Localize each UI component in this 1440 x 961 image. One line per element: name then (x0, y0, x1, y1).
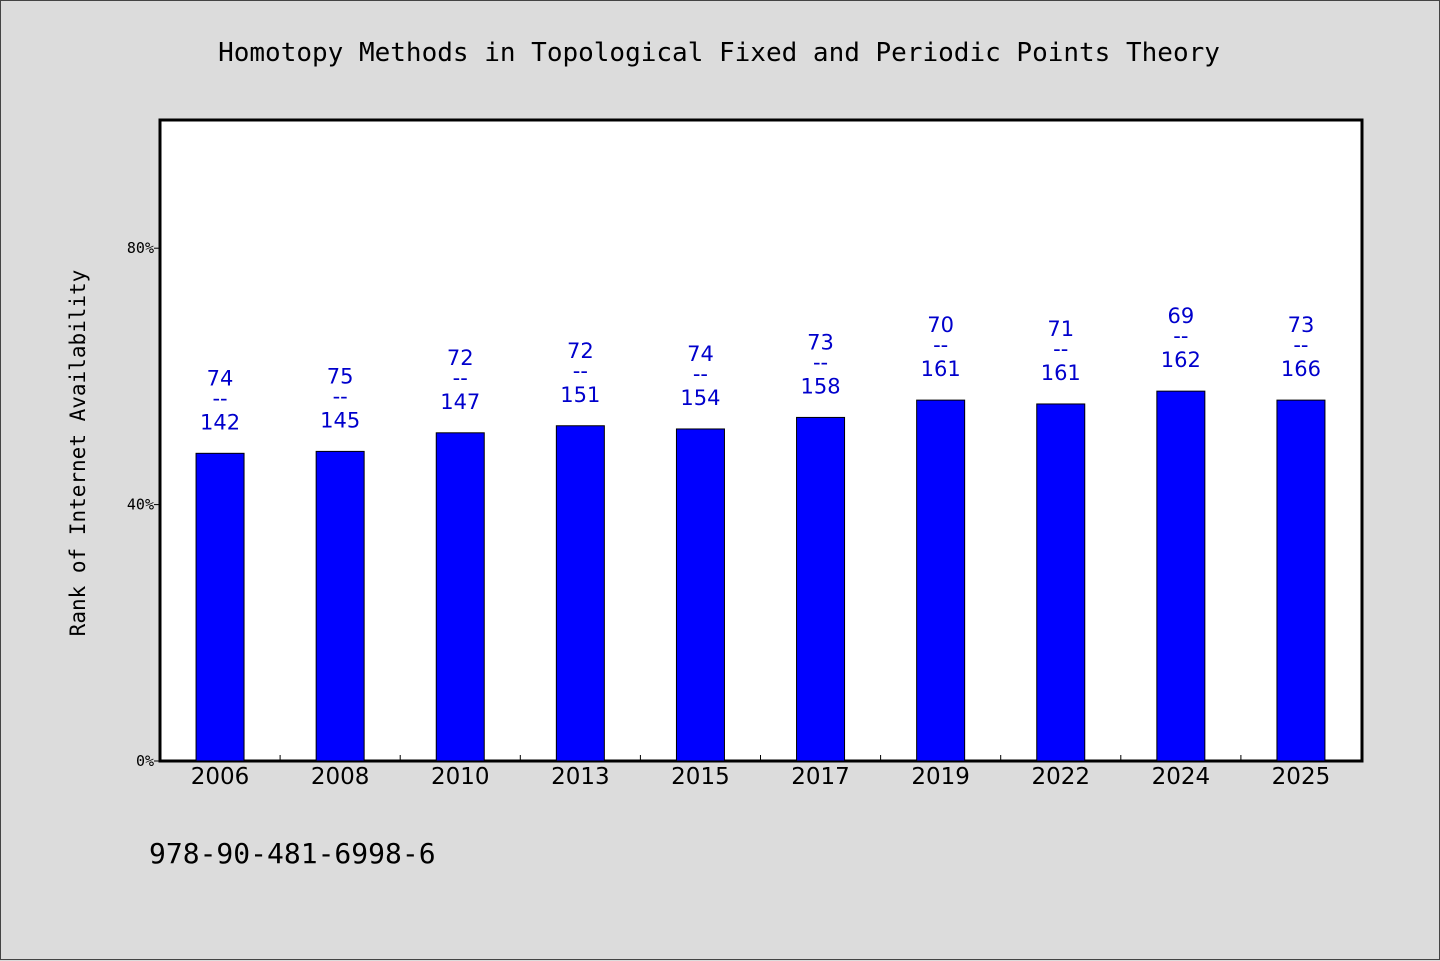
data-label-bottom: 161 (921, 357, 961, 381)
data-label-top: 74 (207, 366, 234, 390)
data-label-separator: -- (573, 359, 588, 383)
data-label-top: 72 (447, 346, 474, 370)
x-tick-label: 2017 (791, 764, 850, 790)
data-label-separator: -- (333, 384, 348, 408)
data-label-top: 75 (327, 364, 354, 388)
x-tick-label: 2019 (911, 764, 970, 790)
chart-title: Homotopy Methods in Topological Fixed an… (218, 38, 1220, 68)
bar (435, 432, 485, 762)
data-label-bottom: 145 (320, 408, 360, 432)
bar (796, 416, 846, 762)
data-label-bottom: 161 (1041, 361, 1081, 385)
bar (315, 450, 365, 762)
y-tick-label: 0% (136, 752, 154, 770)
y-axis-label: Rank of Internet Availability (66, 270, 90, 637)
bar (195, 452, 245, 762)
data-label-separator: -- (212, 386, 227, 410)
data-label-top: 69 (1167, 304, 1194, 328)
y-tick-label: 40% (127, 496, 154, 514)
data-label-separator: -- (693, 362, 708, 386)
y-axis: 0% 40% 80% (127, 239, 160, 770)
data-label-bottom: 151 (560, 383, 600, 407)
data-label-separator: -- (813, 350, 828, 374)
footer-isbn: 978-90-481-6998-6 (149, 837, 436, 870)
x-tick-label: 2025 (1272, 764, 1331, 790)
x-tick-label: 2024 (1152, 764, 1211, 790)
data-label-separator: -- (1293, 333, 1308, 357)
data-label-top: 74 (687, 342, 714, 366)
data-label-separator: -- (453, 366, 468, 390)
data-label-separator: -- (1053, 337, 1068, 361)
bar (1156, 390, 1206, 762)
data-label-separator: -- (1173, 324, 1188, 348)
data-label-top: 72 (567, 339, 594, 363)
data-labels: 74--14275--14572--14772--15174--15473--1… (200, 304, 1321, 434)
data-label-top: 73 (807, 330, 834, 354)
x-tick-label: 2006 (191, 764, 250, 790)
x-axis: 2006 2008 2010 2013 2015 2017 2019 2022 2024 2025 (191, 755, 1330, 790)
bar (675, 428, 725, 762)
x-tick-label: 2008 (311, 764, 370, 790)
data-label-bottom: 154 (680, 386, 720, 410)
bar-series (195, 390, 1326, 762)
bar (555, 425, 605, 762)
data-label-top: 70 (927, 313, 954, 337)
data-label-top: 71 (1047, 317, 1074, 341)
data-label-bottom: 158 (801, 374, 841, 398)
data-label-bottom: 162 (1161, 348, 1201, 372)
x-tick-label: 2015 (671, 764, 730, 790)
bar (916, 399, 966, 762)
data-label-top: 73 (1288, 313, 1315, 337)
y-tick-label: 80% (127, 239, 154, 257)
x-tick-label: 2022 (1031, 764, 1090, 790)
x-tick-label: 2010 (431, 764, 490, 790)
data-label-bottom: 142 (200, 410, 240, 434)
data-label-bottom: 147 (440, 390, 480, 414)
x-tick-label: 2013 (551, 764, 610, 790)
bar (1036, 403, 1086, 762)
data-label-bottom: 166 (1281, 357, 1321, 381)
data-label-separator: -- (933, 333, 948, 357)
bar (1276, 399, 1326, 762)
